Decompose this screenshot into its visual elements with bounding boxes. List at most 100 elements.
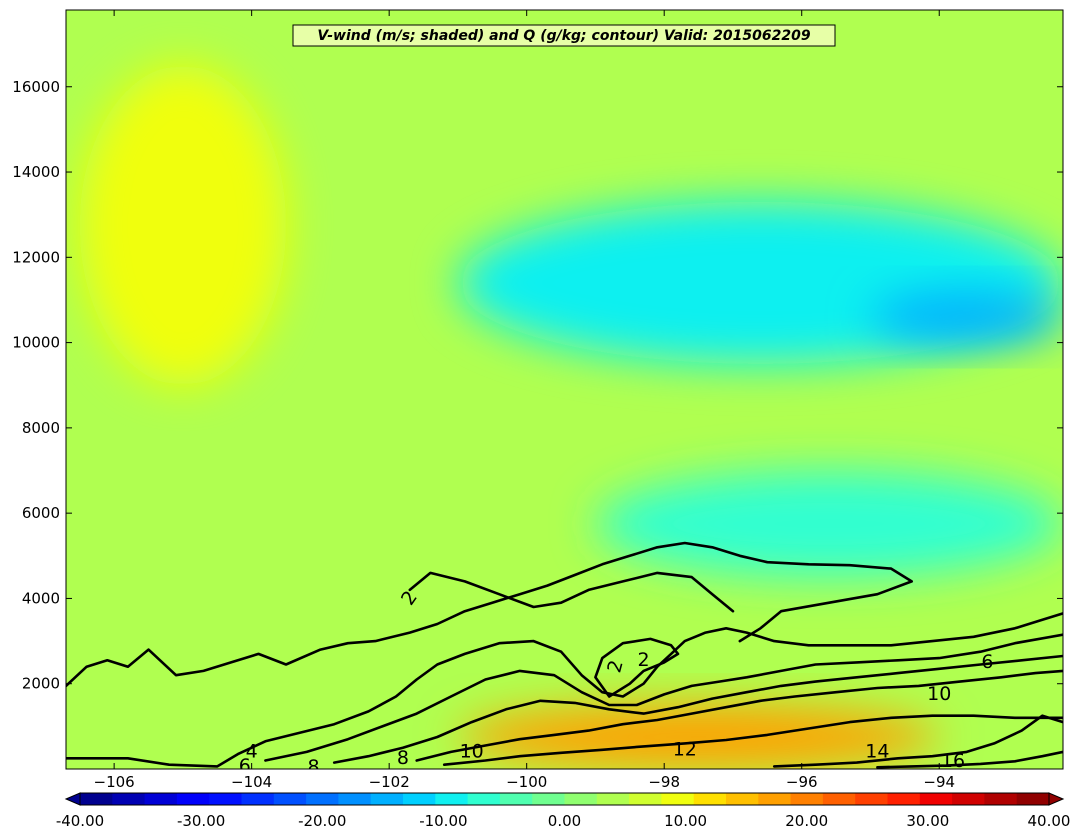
q-contour-10 <box>415 669 1063 762</box>
x-tick: −102 <box>369 10 410 791</box>
q-contour-label: 10 <box>927 683 951 705</box>
x-tick-label: −94 <box>923 773 955 791</box>
v-wind-region <box>870 291 1063 343</box>
colorbar-tick-label: 0.00 <box>548 812 581 830</box>
colorbar-extend-low <box>64 792 81 806</box>
colorbar-cell <box>435 793 469 805</box>
x-tick-label: −96 <box>786 773 818 791</box>
q-contour-16 <box>876 750 1063 769</box>
colorbar-tick-label: 30.00 <box>906 812 949 830</box>
y-tick: 16000 <box>12 78 1063 96</box>
q-contour-8 <box>332 654 1063 764</box>
q-contour-14 <box>772 714 1063 768</box>
x-tick: −96 <box>786 10 818 791</box>
colorbar-cell <box>1016 793 1050 805</box>
v-wind-region <box>595 470 1063 578</box>
x-axis-ticks: −106 −104 −102 −100 −98 −96 −94 <box>94 10 955 791</box>
colorbar-cell <box>370 793 404 805</box>
y-tick-label: 6000 <box>22 504 60 522</box>
y-tick-label: 16000 <box>12 78 60 96</box>
colorbar-cell <box>176 793 210 805</box>
colorbar-cell <box>403 793 436 805</box>
colorbar-cell <box>661 793 695 805</box>
colorbar-tick-label: 20.00 <box>785 812 828 830</box>
colorbar-cell <box>80 793 113 805</box>
x-tick-label: −98 <box>648 773 680 791</box>
colorbar-cell <box>306 793 339 805</box>
colorbar-cell <box>758 793 792 805</box>
plot-frame <box>65 9 1064 770</box>
y-tick: 2000 <box>22 675 1063 693</box>
colorbar-cell <box>532 793 565 805</box>
colorbar-cell <box>112 793 146 805</box>
y-tick: 4000 <box>22 589 1063 607</box>
v-wind-region <box>457 705 940 769</box>
colorbar-tick-label: -10.00 <box>419 812 467 830</box>
colorbar-tick-label: -40.00 <box>56 812 104 830</box>
y-tick-label: 10000 <box>12 334 60 352</box>
x-tick: −98 <box>648 10 680 791</box>
colorbar-cell <box>984 793 1018 805</box>
colorbar-tick-label: -30.00 <box>177 812 225 830</box>
colorbar-cell <box>693 793 727 805</box>
y-tick: 8000 <box>22 419 1063 437</box>
q-contour-label: 6 <box>981 651 993 673</box>
q-contours <box>66 541 1063 769</box>
y-tick-label: 14000 <box>12 163 60 181</box>
q-contour-2 <box>594 637 680 698</box>
v-wind-shading <box>66 10 1063 769</box>
x-tick: −94 <box>923 10 955 791</box>
q-contour-2 <box>66 541 914 688</box>
colorbar-cell <box>144 793 178 805</box>
v-wind-region <box>79 65 287 386</box>
chart-title-background <box>292 24 836 47</box>
colorbar-cell <box>209 793 242 805</box>
colorbar-cell <box>338 793 372 805</box>
q-contour-6 <box>264 633 1063 762</box>
colorbar-cell <box>629 793 662 805</box>
q-contour-2 <box>408 571 735 613</box>
colorbar-cell <box>241 793 275 805</box>
colorbar-tick-label: 40.00 <box>1028 812 1071 830</box>
q-contour-label: 12 <box>673 738 697 760</box>
chart-title: V-wind (m/s; shaded) and Q (g/kg; contou… <box>317 28 810 44</box>
colorbar-cell <box>919 793 953 805</box>
colorbar-cell <box>726 793 759 805</box>
x-tick-label: −102 <box>369 773 410 791</box>
colorbar-cell <box>790 793 824 805</box>
q-contour-label: 10 <box>460 740 484 762</box>
colorbar-cell <box>564 793 598 805</box>
y-tick-label: 4000 <box>22 589 60 607</box>
q-contour-label: 2 <box>603 658 627 675</box>
colorbar-extend-high <box>1048 792 1065 806</box>
colorbar-cell <box>855 793 888 805</box>
colorbar-ticks: -40.00 -30.00 -20.00 -10.00 0.00 10.00 20.00 30… <box>56 812 1071 830</box>
q-contour-label: 2 <box>638 649 650 671</box>
y-axis-ticks: 2000 4000 6000 8000 10000 12000 14000 16000 <box>12 78 1063 693</box>
q-contour-label: 14 <box>865 740 889 762</box>
colorbar-cell <box>499 793 533 805</box>
x-tick: −106 <box>94 10 135 791</box>
colorbar-tick-label: -20.00 <box>298 812 346 830</box>
q-contour-label: 6 <box>239 755 251 777</box>
colorbar-cell <box>467 793 501 805</box>
y-tick: 6000 <box>22 504 1063 522</box>
q-contour-label: 8 <box>397 747 409 769</box>
x-tick: −104 <box>231 10 272 791</box>
y-tick-label: 12000 <box>12 248 60 266</box>
q-contour-12 <box>442 714 1063 767</box>
colorbar-cell <box>273 793 307 805</box>
colorbar-cell <box>822 793 856 805</box>
y-tick: 12000 <box>12 248 1063 266</box>
q-contour-label: 8 <box>307 756 319 778</box>
q-contour-label: 4 <box>246 740 258 762</box>
y-tick-label: 8000 <box>22 419 60 437</box>
colorbar-cells <box>64 792 1065 806</box>
chart-title-box: V-wind (m/s; shaded) and Q (g/kg; contou… <box>292 24 836 47</box>
colorbar-tick-label: 10.00 <box>664 812 707 830</box>
colorbar-cell <box>952 793 985 805</box>
x-tick: −100 <box>506 10 547 791</box>
